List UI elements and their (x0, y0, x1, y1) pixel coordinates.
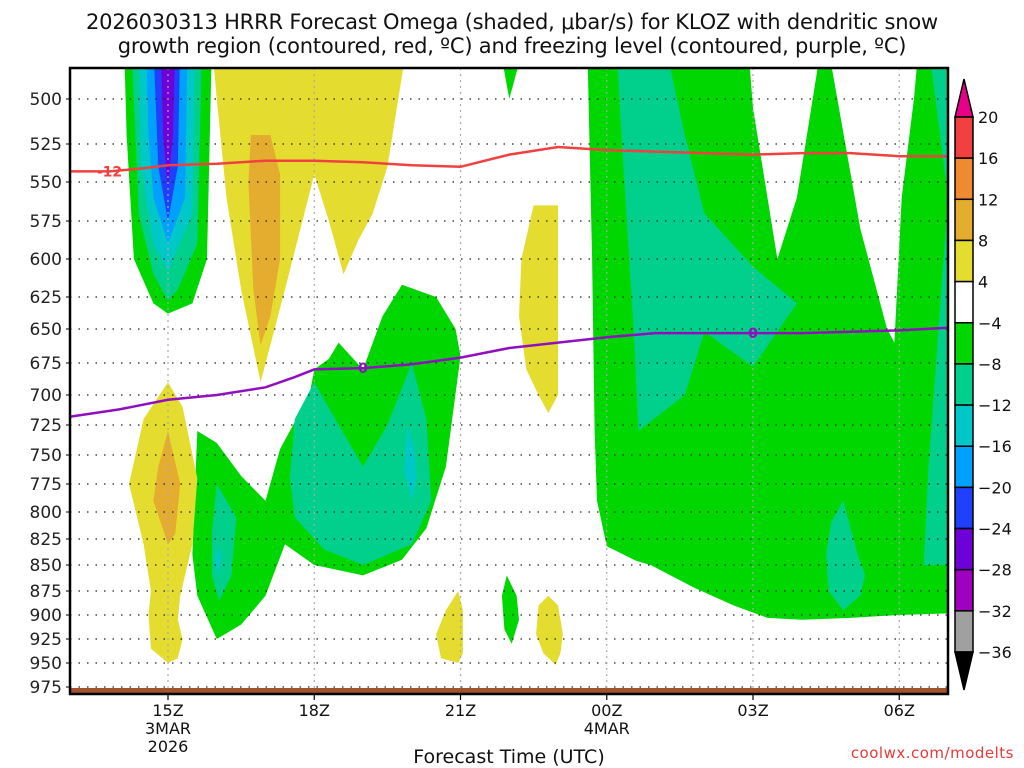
y-tick-label: 775 (30, 475, 62, 495)
colorbar-bin (954, 486, 974, 530)
contours: -12 0 0 (70, 145, 948, 418)
x-tick-label: 18Z (299, 701, 330, 720)
y-tick-label: 900 (30, 606, 62, 626)
y-tick-label: 825 (30, 530, 62, 550)
colorbar-bin (954, 610, 974, 653)
y-tick-label: 650 (30, 320, 62, 340)
colorbar-label: −24 (978, 520, 1012, 539)
x-tick-date: 4MAR (584, 719, 630, 738)
chart-title-line-2: growth region (contoured, red, ºC) and f… (117, 34, 907, 58)
x-axis-title: Forecast Time (UTC) (413, 746, 605, 768)
colorbar-label: −20 (978, 478, 1012, 497)
omega-gap-white-a (749, 68, 818, 259)
omega-region-cyan-lower (215, 546, 222, 576)
omega-region-green-22z-top (503, 68, 518, 99)
omega-region-teal-19z (289, 363, 432, 565)
colorbar: 20 16 12 8 4 −4 −8 −12 −16 −20 −24 −28 −32 −36 (954, 78, 1012, 691)
x-tick-date: 3MAR (145, 719, 191, 738)
y-tick-label: 625 (30, 288, 62, 308)
omega-gap-white-b (831, 68, 917, 343)
y-tick-label: 500 (30, 90, 62, 110)
contour-line (70, 326, 948, 418)
y-tick-label: 850 (30, 556, 62, 576)
colorbar-bin (954, 527, 974, 571)
plot-frame (68, 66, 950, 696)
colorbar-label: 16 (978, 149, 998, 168)
y-tick-label: 575 (30, 212, 62, 232)
colorbar-bin (954, 239, 974, 283)
y-tick-label: 600 (30, 250, 62, 270)
x-tick-label: 15Z (152, 701, 183, 720)
contour-line (70, 145, 948, 173)
contour-label: 0 (748, 326, 758, 342)
contour-label: 0 (358, 361, 368, 377)
y-tick-label: 750 (30, 446, 62, 466)
y-tick-label: 525 (30, 135, 62, 155)
x-tick-year: 2026 (148, 737, 189, 756)
x-tick-label: 03Z (737, 701, 768, 720)
y-tick-label: 725 (30, 416, 62, 436)
omega-region-yellow-01z (536, 595, 563, 665)
contour-label: -12 (97, 164, 122, 180)
colorbar-label: −32 (978, 602, 1012, 621)
colorbar-bin (954, 568, 974, 612)
x-tick-label: 00Z (591, 701, 622, 720)
omega-region-yellow-23z (519, 205, 558, 413)
omega-region-yellow-21z (436, 591, 463, 663)
colorbar-bin (954, 445, 974, 489)
colorbar-bin (954, 404, 974, 447)
x-tick-label: 21Z (445, 701, 476, 720)
colorbar-bin (954, 363, 974, 406)
colorbar-bin (954, 280, 974, 324)
y-tick-label: 800 (30, 503, 62, 523)
colorbar-label: −36 (978, 643, 1012, 662)
omega-region-orange-15z (153, 431, 181, 545)
omega-region-teal-lower (826, 500, 866, 611)
y-axis: 500 525 550 575 600 625 650 675 700 725 750 775 800 8… (30, 90, 70, 698)
y-tick-label: 675 (30, 354, 62, 374)
colorbar-label: 4 (978, 273, 988, 292)
colorbar-label: 12 (978, 190, 998, 209)
ground-terrain-fill (70, 688, 948, 694)
colorbar-bin (954, 157, 974, 201)
colorbar-label: −28 (978, 561, 1012, 580)
y-tick-label: 950 (30, 654, 62, 674)
omega-region-cyan-19z (404, 425, 417, 501)
omega-region-green-22z (501, 575, 519, 644)
y-tick-label: 700 (30, 386, 62, 406)
colorbar-extend-min (954, 651, 974, 691)
omega-region-orange-17z (248, 135, 281, 346)
credit-link[interactable]: coolwx.com/modelts (850, 744, 1014, 762)
colorbar-bin (954, 322, 974, 365)
colorbar-label: −4 (978, 314, 1002, 333)
omega-region-teal-east (617, 68, 797, 431)
y-tick-label: 550 (30, 173, 62, 193)
colorbar-bin (954, 116, 974, 159)
chart-title-line-1: 2026030313 HRRR Forecast Omega (shaded, … (86, 10, 938, 34)
omega-region-teal-edge (923, 68, 948, 565)
colorbar-bin (954, 198, 974, 242)
colorbar-label: 8 (978, 231, 988, 250)
y-tick-label: 925 (30, 630, 62, 650)
colorbar-label: −16 (978, 437, 1012, 456)
ground-terrain (70, 688, 948, 694)
y-tick-label: 875 (30, 582, 62, 602)
colorbar-label: −8 (978, 355, 1002, 374)
y-tick-label: 975 (30, 678, 62, 698)
omega-shading (124, 68, 948, 665)
colorbar-extend-max (954, 78, 974, 118)
colorbar-label: −12 (978, 396, 1012, 415)
x-tick-label: 06Z (884, 701, 915, 720)
colorbar-label: 20 (978, 108, 998, 127)
grid (70, 68, 948, 694)
